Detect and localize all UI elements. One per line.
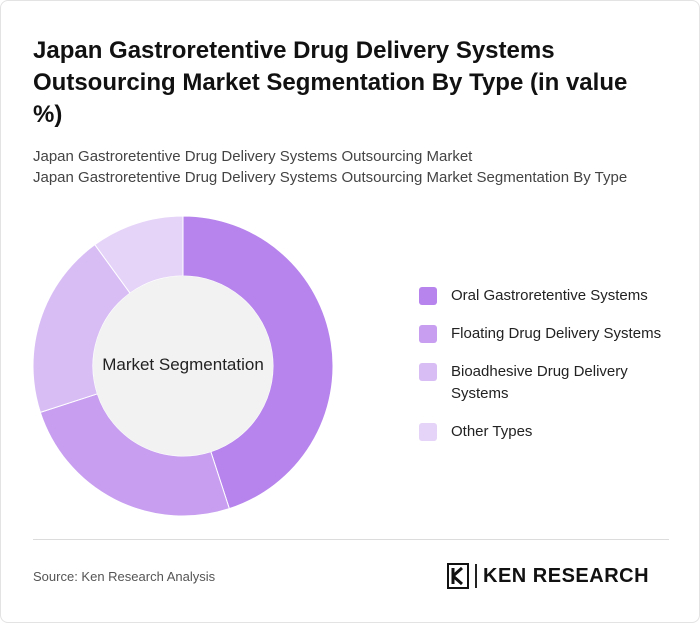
- legend-label: Other Types: [451, 423, 533, 440]
- legend-label: Bioadhesive Drug Delivery Systems: [451, 363, 628, 402]
- chart-subtitle: Japan Gastroretentive Drug Delivery Syst…: [33, 146, 673, 188]
- legend-swatch: [419, 287, 437, 305]
- logo-text: KEN RESEARCH: [483, 564, 650, 587]
- legend-item: Oral Gastroretentive Systems: [419, 285, 679, 307]
- subtitle-line-1: Japan Gastroretentive Drug Delivery Syst…: [33, 148, 473, 165]
- legend-swatch: [419, 363, 437, 381]
- donut-slice-other-types: [94, 215, 184, 294]
- logo-separator: [475, 564, 477, 588]
- source-note: Source: Ken Research Analysis: [33, 569, 216, 584]
- ken-research-logo: KEN RESEARCH: [447, 563, 649, 589]
- subtitle-line-2: Japan Gastroretentive Drug Delivery Syst…: [33, 169, 628, 186]
- legend-item: Floating Drug Delivery Systems: [419, 323, 679, 345]
- chart-legend: Oral Gastroretentive Systems Floating Dru…: [419, 285, 679, 459]
- ken-research-logo-icon: [447, 563, 469, 589]
- donut-slice-floating-drug-delivery-systems: [39, 393, 230, 517]
- legend-item: Bioadhesive Drug Delivery Systems: [419, 361, 679, 405]
- legend-label: Floating Drug Delivery Systems: [451, 325, 662, 342]
- legend-swatch: [419, 325, 437, 343]
- chart-title: Japan Gastroretentive Drug Delivery Syst…: [33, 37, 628, 128]
- donut-hole: [93, 276, 273, 456]
- legend-label: Oral Gastroretentive Systems: [451, 287, 648, 304]
- legend-swatch: [419, 423, 437, 441]
- legend-item: Other Types: [419, 421, 679, 443]
- footer-divider: [33, 539, 669, 540]
- donut-chart: [32, 215, 334, 517]
- donut-center-label: Market Segmentation: [102, 355, 264, 374]
